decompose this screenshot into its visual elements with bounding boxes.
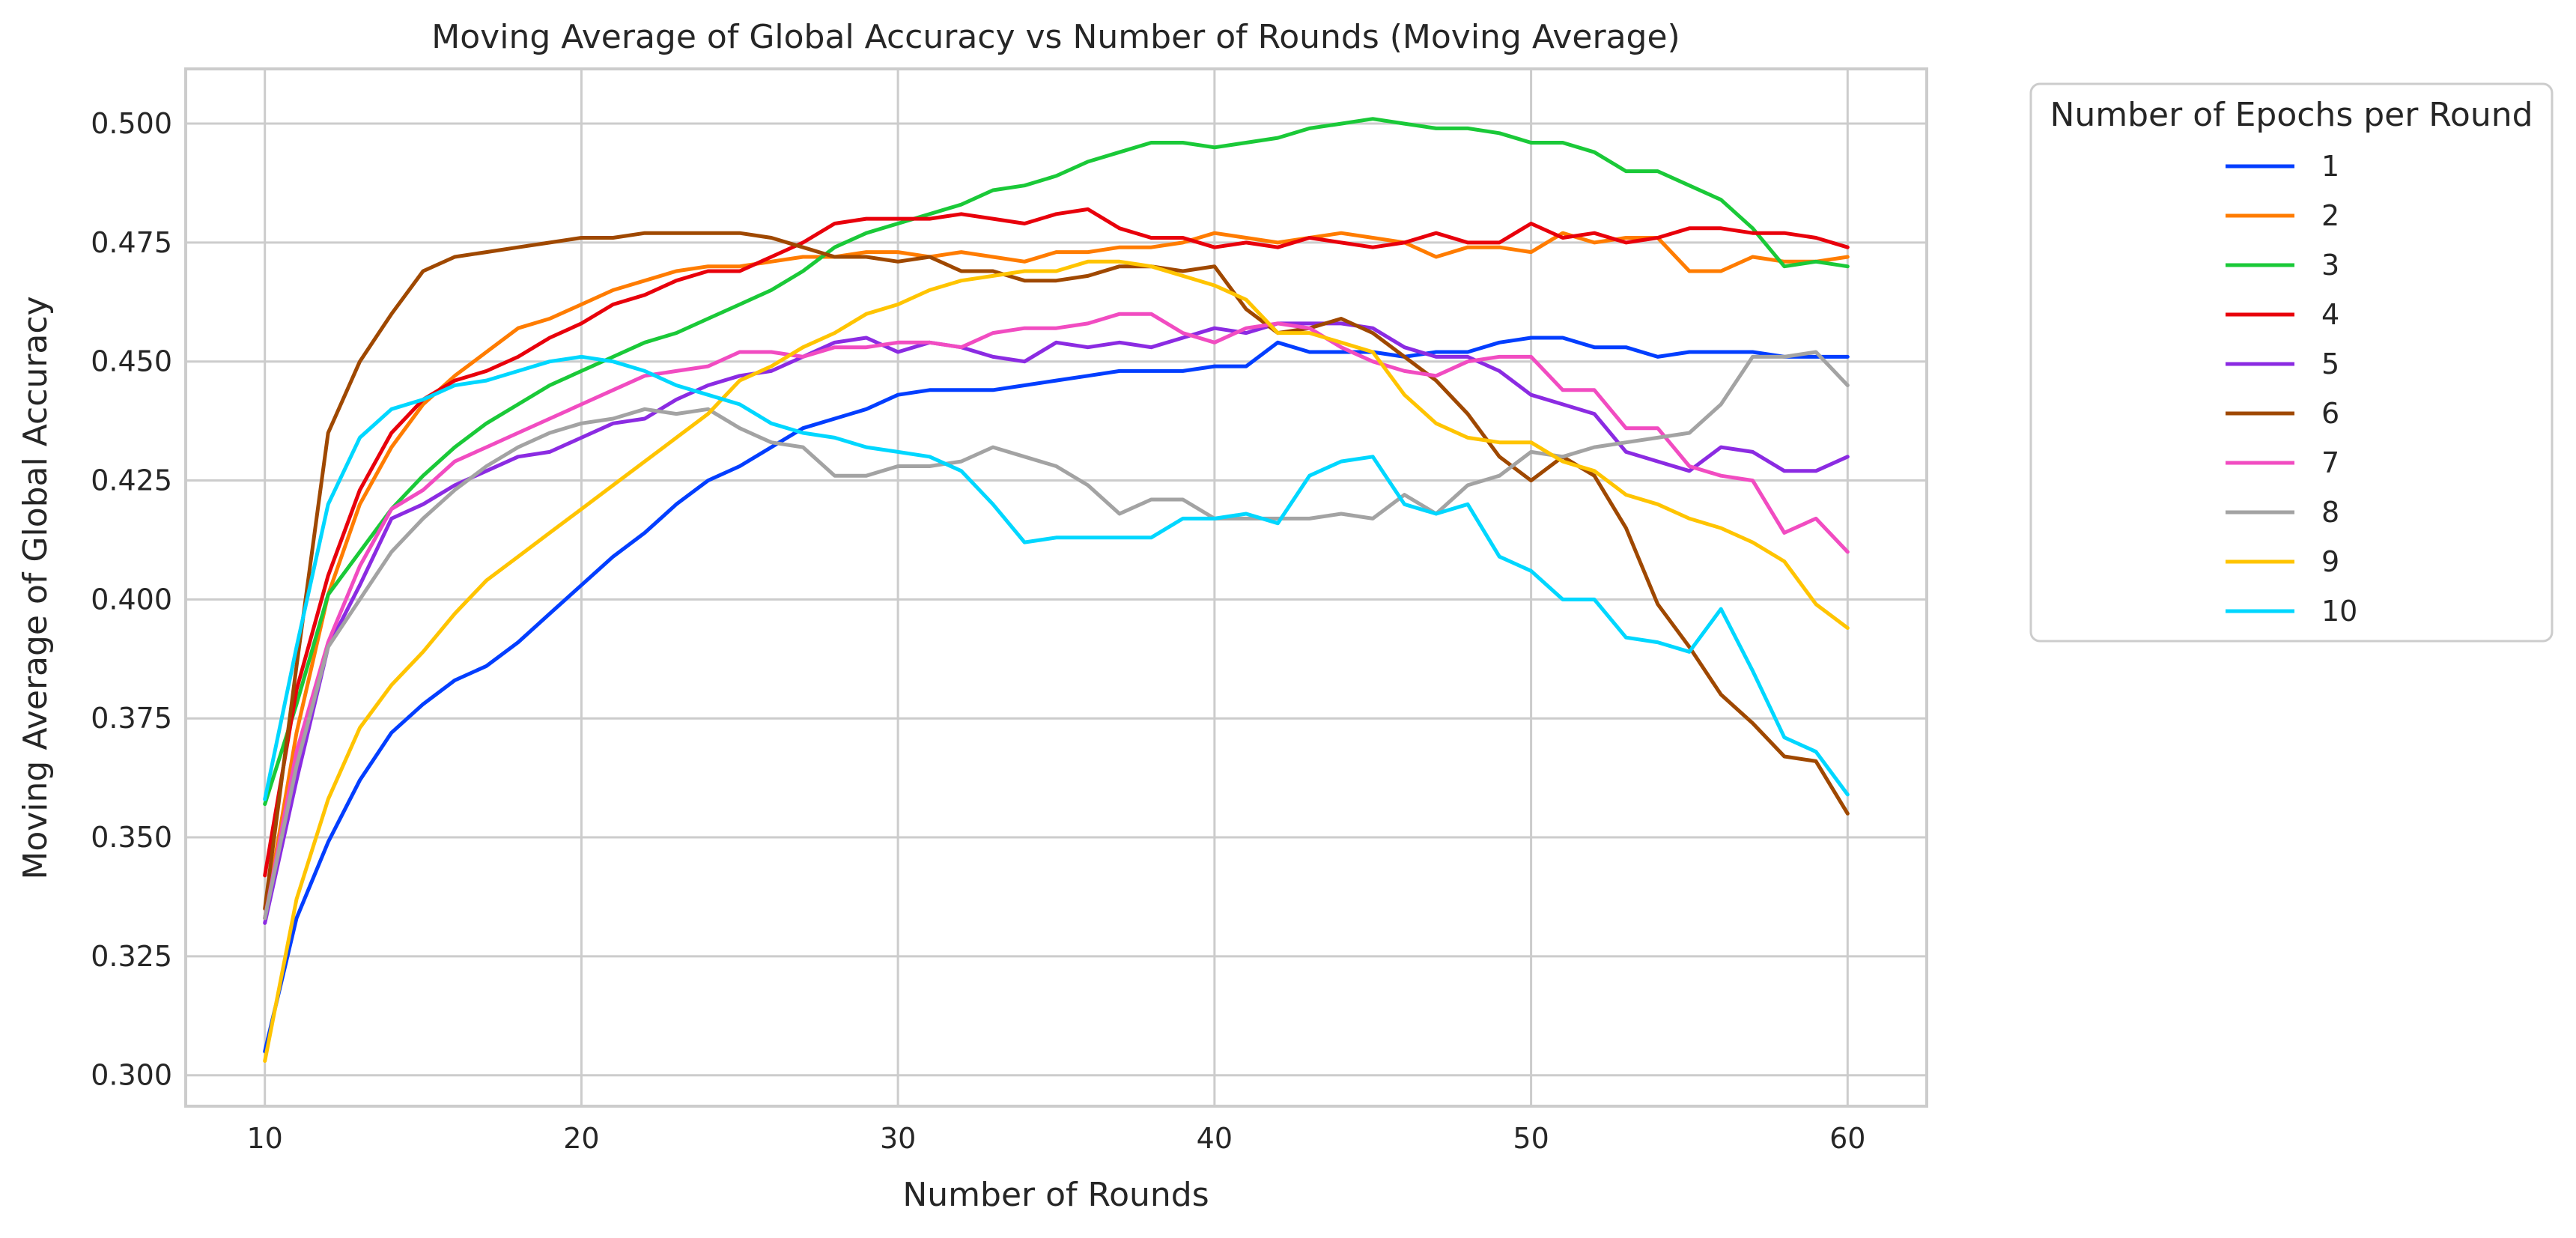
series-line-9 xyxy=(263,259,1850,1063)
series-line-5 xyxy=(263,321,1850,925)
series-line-4 xyxy=(263,207,1850,878)
x-tick-label: 30 xyxy=(880,1122,916,1155)
x-tick-labels: 10 20 30 40 50 60 xyxy=(247,1122,1866,1155)
x-tick-label: 50 xyxy=(1513,1122,1549,1155)
legend-label-6: 6 xyxy=(2321,397,2339,430)
y-tick-label: 0.450 xyxy=(91,345,172,378)
x-tick-label: 10 xyxy=(247,1122,283,1155)
series-line-3 xyxy=(263,117,1850,807)
y-tick-label: 0.425 xyxy=(91,464,172,497)
legend-label-8: 8 xyxy=(2321,496,2339,529)
x-tick-label: 20 xyxy=(563,1122,599,1155)
legend-label-7: 7 xyxy=(2321,446,2339,479)
y-tick-label: 0.475 xyxy=(91,226,172,259)
y-tick-label: 0.400 xyxy=(91,583,172,616)
series-line-8 xyxy=(263,350,1850,920)
y-tick-labels: 0.300 0.325 0.350 0.375 0.400 0.425 0.450 0.475… xyxy=(91,107,172,1092)
legend-label-1: 1 xyxy=(2321,150,2339,183)
legend-items: 1 2 3 4 5 6 7 8 9 10 xyxy=(2226,150,2357,628)
series-line-2 xyxy=(263,231,1850,920)
grid-lines xyxy=(186,69,1927,1106)
x-tick-label: 60 xyxy=(1829,1122,1865,1155)
legend-label-3: 3 xyxy=(2321,249,2339,282)
x-axis-label: Number of Rounds xyxy=(902,1176,1209,1214)
legend-title: Number of Epochs per Round xyxy=(2050,96,2533,134)
legend: Number of Epochs per Round 1 2 3 4 5 6 7 8 9 10 xyxy=(2029,82,2554,643)
series-line-10 xyxy=(263,354,1850,801)
y-tick-label: 0.325 xyxy=(91,940,172,973)
y-axis-label: Moving Average of Global Accuracy xyxy=(16,296,55,879)
y-tick-label: 0.350 xyxy=(91,821,172,854)
legend-label-2: 2 xyxy=(2321,199,2339,232)
legend-label-4: 4 xyxy=(2321,298,2339,331)
series-line-7 xyxy=(263,312,1850,920)
series-line-1 xyxy=(263,336,1850,1054)
series-lines xyxy=(263,117,1850,1063)
legend-label-5: 5 xyxy=(2321,348,2339,380)
legend-label-10: 10 xyxy=(2321,595,2357,628)
y-tick-label: 0.375 xyxy=(91,702,172,735)
y-tick-label: 0.300 xyxy=(91,1059,172,1092)
legend-label-9: 9 xyxy=(2321,545,2339,578)
series-line-6 xyxy=(263,231,1850,911)
x-tick-label: 40 xyxy=(1197,1122,1233,1155)
plot-frame xyxy=(184,67,1928,1108)
y-tick-label: 0.500 xyxy=(91,107,172,140)
chart-title: Moving Average of Global Accuracy vs Num… xyxy=(431,18,1680,56)
